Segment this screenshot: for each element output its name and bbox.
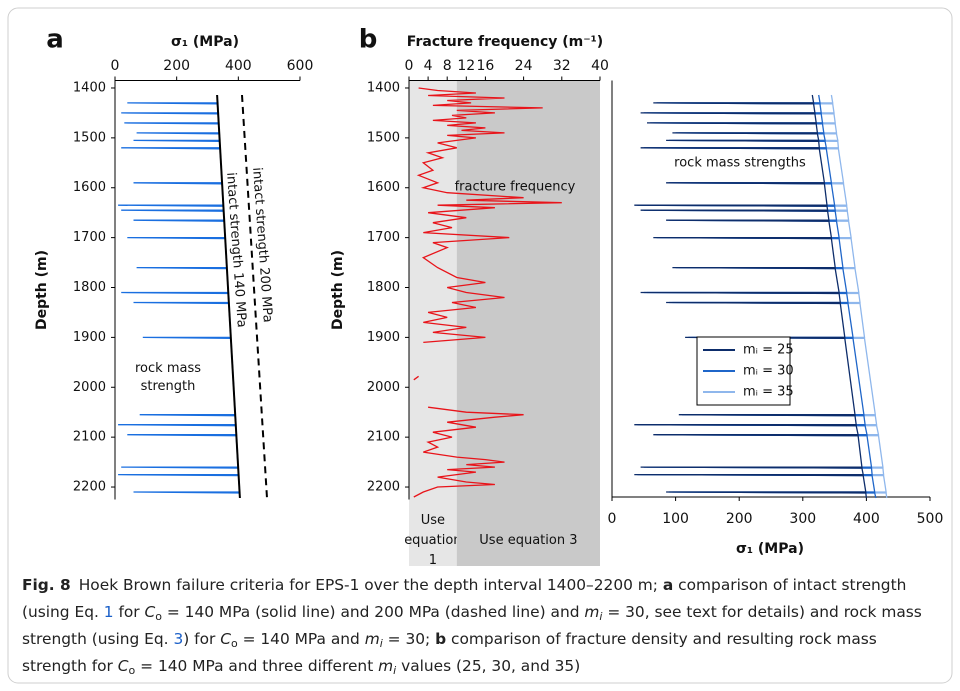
x-tick-label: 200 — [726, 511, 753, 527]
series-line — [118, 94, 241, 499]
x-tick-label: 0 — [111, 58, 120, 74]
region-label: Use equation 1 — [404, 513, 461, 568]
series-annotation: fracture frequency — [455, 180, 576, 195]
caption-run[interactable]: 1 — [103, 603, 114, 621]
y-tick-label: 1900 — [73, 330, 106, 345]
caption-run: Hoek Brown failure criteria for EPS-1 ov… — [78, 576, 663, 594]
y-tick-label: 1800 — [367, 280, 400, 295]
caption-run: i — [393, 664, 397, 677]
y-tick-label: 1600 — [367, 180, 400, 195]
caption-run[interactable]: 3 — [173, 630, 184, 648]
x-axis-title: Fracture frequency (m⁻¹) — [407, 34, 603, 50]
caption-run: m — [378, 657, 394, 675]
y-tick-label: 2000 — [73, 380, 106, 395]
series-line — [634, 94, 868, 499]
y-tick-label: 1400 — [367, 80, 400, 95]
x-tick-label: 0 — [608, 511, 617, 527]
x-tick-label: 600 — [287, 58, 314, 74]
region — [456, 80, 600, 566]
y-tick-label: 1800 — [73, 280, 106, 295]
x-tick-label: 200 — [163, 58, 190, 74]
caption-run: m — [364, 630, 380, 648]
caption-run: comparison of fracture density and resul… — [22, 630, 877, 675]
series-annotation: rock mass strength — [135, 361, 201, 394]
y-tick-label: 2100 — [367, 430, 400, 445]
x-tick-label: 40 — [591, 58, 609, 74]
x-tick-label: 4 — [424, 58, 433, 74]
y-tick-label: 1500 — [367, 130, 400, 145]
x-tick-label: 400 — [225, 58, 252, 74]
series-line — [216, 94, 241, 499]
caption-run: Fig. 8 — [22, 576, 71, 594]
y-tick-label: 2100 — [73, 430, 106, 445]
x-tick-label: 32 — [553, 58, 571, 74]
series-annotation: intact strength 140 MPa — [223, 172, 249, 328]
series-line — [413, 87, 562, 498]
series-line — [241, 94, 268, 499]
y-tick-label: 1500 — [73, 130, 106, 145]
y-tick-label: 1400 — [73, 80, 106, 95]
caption-run: C — [117, 657, 129, 675]
caption-run: i — [379, 637, 383, 650]
x-tick-label: 0 — [405, 58, 414, 74]
x-tick-label: 400 — [853, 511, 880, 527]
caption-run: m — [584, 603, 600, 621]
x-tick-label: 500 — [917, 511, 944, 527]
caption-run: = 140 MPa (solid line) and 200 MPa (dash… — [161, 603, 585, 621]
figure-frame — [7, 7, 953, 684]
region-label: Use equation 3 — [479, 533, 577, 548]
y-tick-label: 2000 — [367, 380, 400, 395]
caption-run: ) for — [183, 630, 221, 648]
x-axis-title: σ₁ (MPa) — [736, 541, 804, 557]
y-tick-label: 1700 — [367, 230, 400, 245]
caption-run: values (25, 30, and 35) — [396, 657, 581, 675]
caption-run: comparison of intact strength (using Eq. — [22, 576, 907, 621]
panel-label: a — [46, 25, 64, 55]
y-tick-label: 1700 — [73, 230, 106, 245]
y-tick-label: 2200 — [73, 480, 106, 495]
caption-run: C — [220, 630, 231, 648]
caption-run: = 140 MPa and — [237, 630, 365, 648]
caption-run: for — [113, 603, 145, 621]
caption-run: o — [155, 610, 162, 623]
legend-label: mᵢ = 35 — [743, 385, 794, 400]
y-axis-title: Depth (m) — [330, 250, 346, 330]
y-tick-label: 1900 — [367, 330, 400, 345]
caption-run: = 30, see text for details) and rock mas… — [22, 603, 922, 648]
panel-label: b — [359, 25, 378, 55]
x-tick-label: 12 — [457, 58, 475, 74]
caption-run: = 140 MPa and three different — [135, 657, 379, 675]
y-tick-label: 2200 — [367, 480, 400, 495]
x-tick-label: 8 — [443, 58, 452, 74]
caption: Fig. 8 Hoek Brown failure criteria for EP… — [22, 572, 937, 680]
caption-run: i — [599, 610, 603, 623]
legend-label: mᵢ = 25 — [743, 343, 794, 358]
x-tick-label: 24 — [515, 58, 533, 74]
x-tick-label: 16 — [476, 58, 494, 74]
x-tick-label: 100 — [662, 511, 689, 527]
caption-run: b — [435, 630, 447, 648]
series-annotation: intact strength 200 MPa — [249, 167, 275, 323]
x-tick-label: 300 — [789, 511, 816, 527]
legend-label: mᵢ = 30 — [743, 364, 794, 379]
y-tick-label: 1600 — [73, 180, 106, 195]
y-axis-title: Depth (m) — [34, 250, 50, 330]
caption-run: o — [230, 637, 238, 650]
caption-run: = 30; — [382, 630, 436, 648]
annotation: rock mass strengths — [674, 156, 806, 171]
caption-run: o — [128, 664, 136, 677]
x-axis-title: σ₁ (MPa) — [171, 34, 239, 50]
caption-run: a — [662, 576, 674, 594]
caption-run: C — [144, 603, 156, 621]
